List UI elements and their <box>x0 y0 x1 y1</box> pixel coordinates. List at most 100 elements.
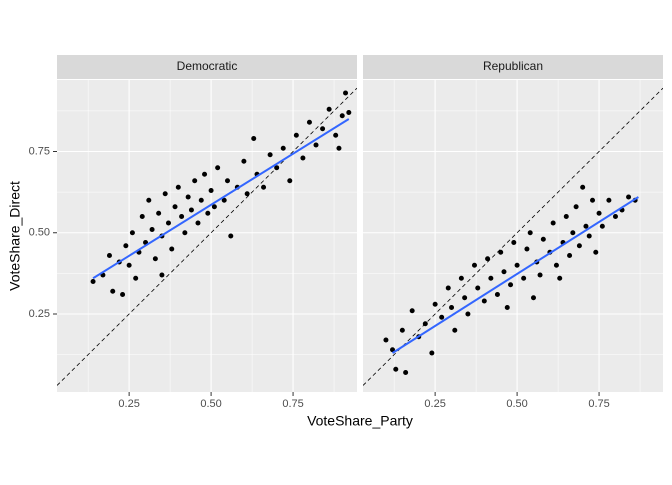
point <box>241 158 247 164</box>
point <box>110 288 116 294</box>
point <box>188 207 194 213</box>
point <box>593 249 599 255</box>
point <box>205 210 211 216</box>
point <box>485 256 491 262</box>
strip <box>57 55 357 79</box>
point <box>399 327 405 333</box>
point <box>251 136 257 141</box>
point <box>320 126 326 132</box>
point <box>481 298 487 304</box>
point <box>583 223 589 229</box>
point <box>465 311 471 317</box>
point <box>626 194 632 200</box>
y-tick-label: 0.25 <box>29 308 50 320</box>
point <box>390 347 396 353</box>
x-tick-label: 0.75 <box>282 398 303 410</box>
point <box>149 227 155 232</box>
panel-layer <box>57 87 357 386</box>
point <box>120 292 126 297</box>
x-axis-label: VoteShare_Party <box>307 413 413 429</box>
point <box>162 191 168 197</box>
point <box>550 220 556 226</box>
point <box>326 106 332 112</box>
point <box>293 132 299 138</box>
strip-label: Republican <box>483 59 543 73</box>
point <box>90 279 96 284</box>
reference-line <box>363 87 663 386</box>
point <box>313 142 319 148</box>
point <box>333 132 339 138</box>
point <box>383 337 389 343</box>
trend-line <box>391 196 639 354</box>
point <box>449 305 455 310</box>
x-tick-label: 0.25 <box>424 398 445 410</box>
point <box>432 301 438 307</box>
point <box>462 295 468 301</box>
point <box>244 191 250 197</box>
point <box>152 256 158 262</box>
point <box>215 165 221 171</box>
y-tick-label: 0.75 <box>29 145 50 157</box>
point <box>563 214 569 219</box>
point <box>287 178 293 184</box>
point <box>445 285 451 291</box>
trend-line <box>92 118 350 280</box>
point <box>504 305 510 310</box>
point <box>126 262 132 268</box>
point <box>182 230 188 236</box>
point <box>339 113 345 119</box>
point <box>567 253 573 258</box>
point <box>224 178 230 184</box>
point <box>393 366 399 372</box>
point <box>306 119 312 125</box>
x-tick-label: 0.75 <box>588 398 609 410</box>
x-tick-label: 0.50 <box>506 398 527 410</box>
point <box>267 152 273 158</box>
point <box>221 197 227 203</box>
point <box>300 155 306 161</box>
point <box>403 370 409 375</box>
point <box>179 214 185 219</box>
point <box>537 272 543 278</box>
point <box>458 275 464 281</box>
point <box>346 110 352 115</box>
strip <box>363 55 663 79</box>
point <box>192 178 198 184</box>
point <box>488 275 494 281</box>
point <box>576 243 582 249</box>
point <box>274 165 280 171</box>
point <box>202 171 208 177</box>
panel-background <box>363 80 663 392</box>
point <box>590 197 596 203</box>
point <box>146 197 152 203</box>
point <box>439 314 445 320</box>
point <box>494 292 500 297</box>
point <box>452 327 458 333</box>
point <box>172 204 178 210</box>
point <box>211 204 217 210</box>
point <box>169 246 175 252</box>
panel-layer <box>363 87 663 386</box>
point <box>139 214 145 219</box>
point <box>198 197 204 203</box>
point <box>530 295 536 301</box>
point <box>612 214 618 219</box>
reference-line <box>57 87 357 386</box>
point <box>540 236 546 242</box>
point <box>129 230 135 236</box>
point <box>409 308 415 314</box>
point <box>521 275 527 281</box>
point <box>280 145 286 151</box>
point <box>175 184 181 190</box>
point <box>606 197 612 203</box>
panel-background <box>57 80 357 392</box>
strip-label: Democratic <box>177 59 238 73</box>
point <box>208 188 214 193</box>
y-axis-label: VoteShare_Direct <box>7 181 23 291</box>
point <box>553 262 559 268</box>
point <box>336 145 342 151</box>
point <box>475 285 481 291</box>
point <box>123 243 129 249</box>
